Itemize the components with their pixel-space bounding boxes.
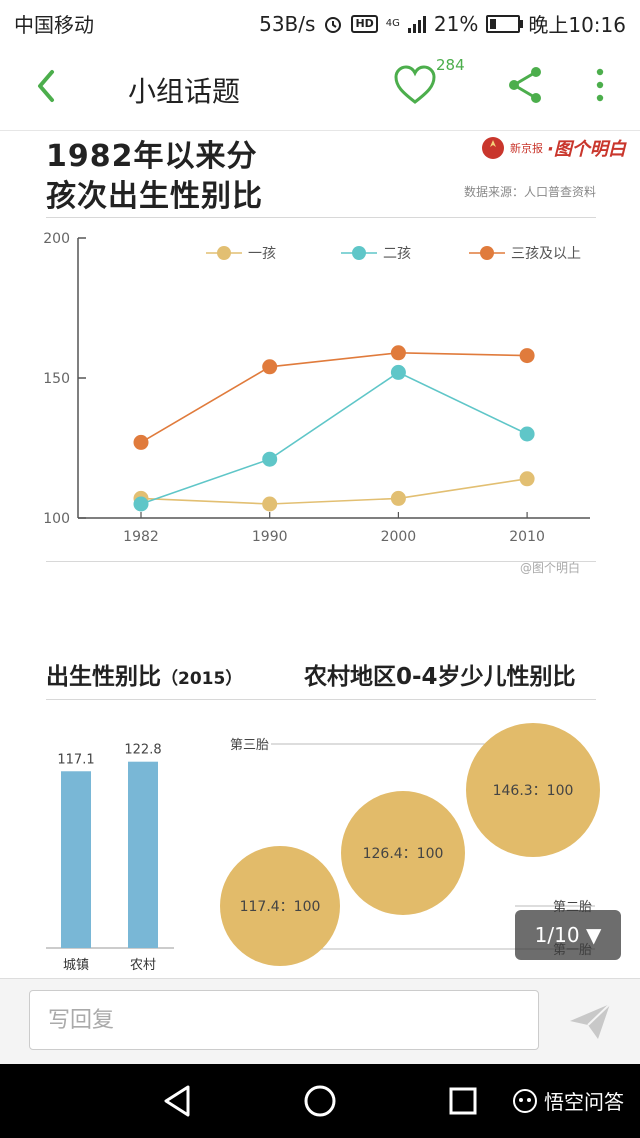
legend-marker <box>217 246 231 260</box>
carrier-label: 中国移动 <box>14 9 94 38</box>
logo-right-text: ·图个明白 <box>547 135 626 161</box>
bubble-label: 117.4：100 <box>240 899 321 915</box>
nav-recents-button[interactable] <box>448 1086 478 1120</box>
status-icons: 53B/s HD 4G 21% 晚上10:16 <box>259 9 626 38</box>
more-vertical-icon <box>588 66 612 106</box>
chart2-title: 出生性别比（2015） <box>46 657 242 691</box>
app-bar: 小组话题 284 <box>0 44 640 131</box>
divider <box>46 699 596 700</box>
battery-icon <box>486 15 520 33</box>
bar <box>61 771 91 948</box>
bar-category-label: 城镇 <box>63 958 89 973</box>
battery-percent: 21% <box>434 12 478 36</box>
bar-category-label: 农村 <box>130 958 156 973</box>
divider <box>46 217 596 218</box>
send-button[interactable] <box>568 1001 612 1047</box>
data-point <box>134 435 149 450</box>
page-indicator[interactable]: 1/10 ▼ <box>515 910 621 960</box>
status-bar: 中国移动 53B/s HD 4G 21% 晚上10:16 <box>0 0 640 44</box>
y-tick-label: 100 <box>43 511 70 527</box>
newspaper-logo-icon <box>480 135 506 161</box>
legend-label: 三孩及以上 <box>511 246 581 262</box>
series-line <box>141 372 527 504</box>
divider <box>46 561 596 562</box>
like-button[interactable] <box>392 64 438 110</box>
data-point <box>262 497 277 512</box>
bar-chart: 117.1 城镇 122.8 农村 <box>40 706 180 976</box>
nav-home-button[interactable] <box>303 1084 337 1122</box>
logo-left-text: 新京报 <box>510 140 543 156</box>
hd-badge: HD <box>351 15 377 33</box>
reply-bar: 写回复 <box>0 978 640 1065</box>
legend-label: 一孩 <box>248 246 276 262</box>
network-speed: 53B/s <box>259 12 315 36</box>
legend-marker <box>480 246 494 260</box>
brand-watermark: 悟空问答 <box>512 1086 624 1115</box>
bar <box>128 762 158 948</box>
chevron-left-icon <box>30 64 70 108</box>
data-point <box>520 427 535 442</box>
watermark: @图个明白 <box>520 559 580 576</box>
bar-value-label: 117.1 <box>57 752 94 767</box>
nav-back-button[interactable] <box>162 1084 192 1122</box>
square-recents-icon <box>448 1086 478 1116</box>
like-count: 284 <box>436 56 465 74</box>
x-tick-label: 2010 <box>509 529 545 545</box>
alarm-icon <box>323 14 343 34</box>
chart2-title-text: 出生性别比 <box>46 664 161 690</box>
post-image[interactable]: 1982年以来分 孩次出生性别比 新京报 ·图个明白 数据来源：人口普查资料 1… <box>0 131 640 977</box>
data-point <box>391 345 406 360</box>
data-point <box>520 471 535 486</box>
chart2-title-year: （2015） <box>161 669 242 689</box>
y-tick-label: 150 <box>43 371 70 387</box>
chart1-title-line1: 1982年以来分 <box>46 131 258 175</box>
triangle-back-icon <box>162 1084 192 1118</box>
signal-icon <box>408 15 426 33</box>
chart1-title-line2: 孩次出生性别比 <box>46 171 263 215</box>
reply-input[interactable]: 写回复 <box>29 990 539 1050</box>
heart-icon <box>392 64 438 106</box>
series-line <box>141 479 527 504</box>
share-icon <box>506 64 546 106</box>
data-point <box>391 491 406 506</box>
line-chart: 100 150 200 1982 1990 2000 2010 一孩 二孩 三孩及以上 <box>0 221 640 601</box>
data-point <box>262 452 277 467</box>
wukong-logo-icon <box>512 1088 538 1114</box>
brand-logo: 新京报 ·图个明白 <box>480 135 626 161</box>
series-line <box>141 353 527 443</box>
legend-marker <box>352 246 366 260</box>
data-point <box>391 365 406 380</box>
chart3-title: 农村地区0-4岁少儿性别比 <box>304 657 576 691</box>
brand-name: 悟空问答 <box>544 1086 624 1115</box>
x-tick-label: 1982 <box>123 529 159 545</box>
send-icon <box>568 1001 612 1043</box>
network-type: 4G <box>386 19 400 29</box>
data-point <box>262 359 277 374</box>
level-label: 第三胎 <box>230 738 269 753</box>
back-button[interactable] <box>30 64 70 108</box>
y-tick-label: 200 <box>43 231 70 247</box>
bar-value-label: 122.8 <box>124 743 161 758</box>
x-tick-label: 1990 <box>252 529 288 545</box>
circle-home-icon <box>303 1084 337 1118</box>
legend-label: 二孩 <box>383 246 411 262</box>
data-point <box>134 497 149 512</box>
x-tick-label: 2000 <box>381 529 417 545</box>
bubble-label: 126.4：100 <box>363 846 444 862</box>
data-source: 数据来源：人口普查资料 <box>464 183 596 200</box>
more-button[interactable] <box>588 66 612 110</box>
navigation-bar: 悟空问答 <box>0 1064 640 1138</box>
bubble-label: 146.3：100 <box>493 783 574 799</box>
page-title: 小组话题 <box>128 70 240 110</box>
data-point <box>520 348 535 363</box>
clock: 晚上10:16 <box>528 9 626 38</box>
share-button[interactable] <box>506 64 546 110</box>
